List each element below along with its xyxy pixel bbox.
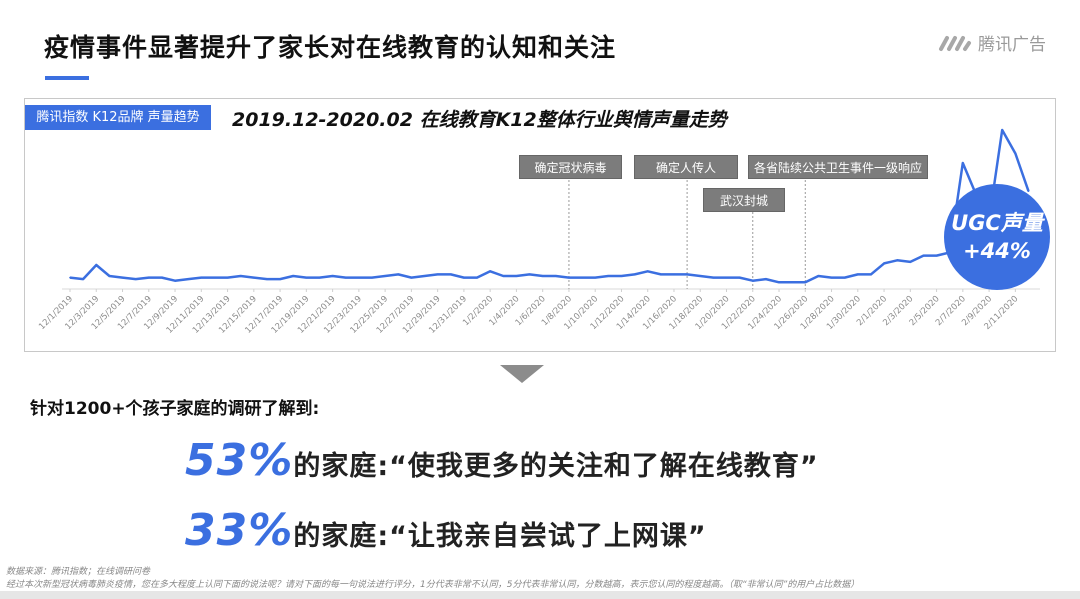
bubble-label: UGC声量 bbox=[951, 211, 1043, 235]
data-point bbox=[660, 273, 662, 276]
data-point bbox=[830, 276, 833, 279]
data-point bbox=[410, 276, 413, 279]
data-point bbox=[384, 275, 386, 277]
data-point bbox=[134, 278, 137, 280]
data-point bbox=[489, 270, 491, 273]
data-point bbox=[541, 275, 544, 277]
series-line bbox=[69, 128, 1030, 284]
logo-stripes-icon bbox=[939, 35, 971, 51]
survey-intro: 针对1200+个孩子家庭的调研了解到: bbox=[30, 399, 320, 419]
data-point bbox=[358, 276, 360, 279]
data-point bbox=[1014, 152, 1017, 155]
data-point bbox=[870, 273, 872, 276]
tencent-ads-logo: 腾讯广告 bbox=[938, 30, 1046, 55]
data-point bbox=[804, 281, 807, 284]
chart-title: 2019.12-2020.02 在线教育K12整体行业舆情声量走势 bbox=[232, 109, 727, 131]
data-point bbox=[226, 276, 229, 279]
bottom-strip bbox=[0, 591, 1080, 599]
data-point bbox=[843, 276, 846, 279]
data-point bbox=[909, 261, 912, 263]
data-point bbox=[778, 281, 780, 284]
data-point bbox=[200, 276, 203, 279]
data-point bbox=[121, 276, 124, 279]
data-point bbox=[449, 273, 452, 276]
title-underline bbox=[45, 76, 89, 80]
data-point bbox=[712, 276, 715, 279]
annotation-level-one-response: 各省陆续公共卫生事件一级响应 bbox=[748, 155, 928, 179]
chart-tag: 腾讯指数 K12品牌 声量趋势 bbox=[25, 105, 211, 130]
data-point bbox=[725, 276, 728, 279]
data-point bbox=[699, 275, 702, 277]
footnote-source: 数据来源：腾讯指数；在线调研问卷 bbox=[6, 567, 151, 577]
data-point bbox=[765, 278, 767, 280]
data-point bbox=[857, 273, 859, 276]
data-point bbox=[791, 281, 793, 284]
data-point bbox=[108, 275, 111, 277]
down-arrow-icon bbox=[500, 365, 544, 383]
ugc-volume-bubble: UGC声量 +44% bbox=[944, 184, 1050, 290]
data-point bbox=[555, 275, 557, 277]
data-point bbox=[95, 264, 98, 266]
data-point bbox=[646, 270, 649, 273]
data-point bbox=[581, 276, 583, 279]
data-point bbox=[397, 273, 400, 276]
data-point bbox=[371, 276, 373, 279]
stat-33: 33% 的家庭:“让我亲自尝试了上网课” bbox=[185, 505, 707, 556]
data-point bbox=[174, 279, 176, 282]
data-point bbox=[147, 276, 150, 279]
annotation-human-transmission: 确定人传人 bbox=[634, 155, 738, 179]
data-point bbox=[620, 275, 623, 277]
annotation-wuhan-lockdown: 武汉封城 bbox=[703, 188, 785, 212]
data-point bbox=[82, 278, 84, 280]
data-point bbox=[962, 162, 964, 164]
footnote-question: 经过本次新型冠状病毒肺炎疫情，您在多大程度上认同下面的说法呢？请对下面的每一句说… bbox=[6, 580, 860, 590]
data-point bbox=[266, 278, 268, 280]
data-point bbox=[423, 275, 426, 277]
data-point bbox=[253, 276, 255, 279]
stat-percent: 33% bbox=[185, 505, 294, 556]
data-point bbox=[463, 276, 465, 279]
data-point bbox=[673, 273, 675, 276]
data-point bbox=[476, 276, 478, 279]
data-point bbox=[239, 275, 242, 277]
stat-53: 53% 的家庭:“使我更多的关注和了解在线教育” bbox=[185, 435, 819, 486]
data-point bbox=[502, 275, 505, 277]
data-point bbox=[594, 276, 596, 279]
data-point bbox=[935, 254, 938, 257]
data-point bbox=[817, 275, 820, 277]
data-point bbox=[69, 276, 71, 279]
stat-text: 的家庭:“让我亲自尝试了上网课” bbox=[293, 521, 707, 552]
data-point bbox=[344, 276, 347, 279]
data-point bbox=[279, 278, 281, 280]
data-point bbox=[318, 276, 321, 279]
data-point bbox=[633, 273, 636, 276]
data-point bbox=[1027, 190, 1030, 193]
data-point bbox=[883, 262, 885, 265]
chart-panel bbox=[24, 98, 1056, 352]
data-point bbox=[528, 273, 531, 276]
data-point bbox=[738, 276, 741, 279]
data-point bbox=[213, 276, 216, 279]
data-point bbox=[686, 273, 688, 276]
stat-percent: 53% bbox=[185, 435, 294, 486]
data-point bbox=[292, 275, 295, 277]
logo-text: 腾讯广告 bbox=[978, 35, 1046, 55]
data-point bbox=[515, 275, 518, 277]
data-point bbox=[305, 276, 308, 279]
data-point bbox=[751, 279, 754, 282]
data-point bbox=[436, 273, 439, 276]
stat-text: 的家庭:“使我更多的关注和了解在线教育” bbox=[293, 451, 819, 482]
data-point bbox=[331, 275, 334, 277]
page-title: 疫情事件显著提升了家长对在线教育的认知和关注 bbox=[44, 33, 617, 62]
data-point bbox=[568, 276, 570, 279]
data-point bbox=[161, 276, 163, 279]
data-point bbox=[1001, 129, 1004, 131]
data-point bbox=[607, 275, 610, 277]
data-point bbox=[187, 278, 189, 280]
data-point bbox=[922, 254, 925, 257]
data-point bbox=[896, 259, 898, 262]
annotation-coronavirus: 确定冠状病毒 bbox=[519, 155, 622, 179]
bubble-value: +44% bbox=[963, 239, 1031, 263]
